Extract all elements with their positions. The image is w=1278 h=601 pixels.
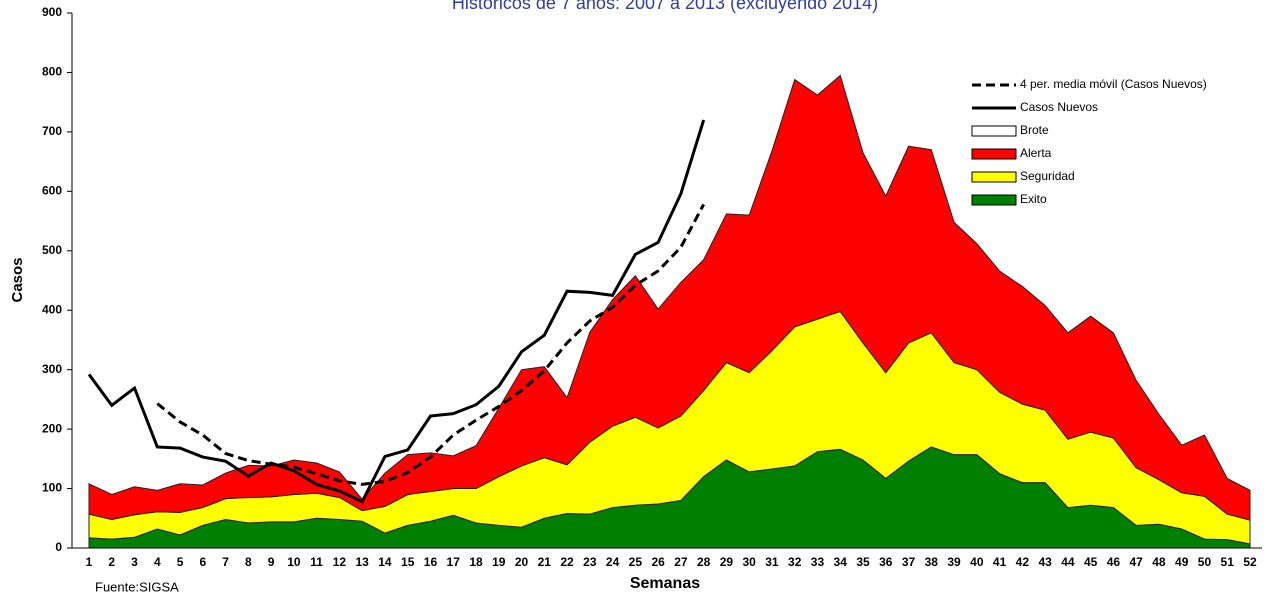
x-tick-label: 12 <box>333 555 347 569</box>
x-tick-label: 42 <box>1016 555 1030 569</box>
y-tick-label: 500 <box>42 243 62 257</box>
y-tick-label: 600 <box>42 184 62 198</box>
x-tick-label: 29 <box>720 555 734 569</box>
x-tick-label: 38 <box>925 555 939 569</box>
x-tick-label: 37 <box>902 555 916 569</box>
x-tick-label: 45 <box>1084 555 1098 569</box>
x-tick-label: 6 <box>199 555 206 569</box>
y-tick-label: 300 <box>42 362 62 376</box>
x-tick-label: 15 <box>401 555 415 569</box>
legend-swatch <box>971 148 1017 160</box>
x-tick-label: 4 <box>154 555 161 569</box>
x-tick-label: 21 <box>538 555 552 569</box>
legend-label: Exito <box>1020 192 1047 206</box>
x-tick-label: 19 <box>492 555 506 569</box>
x-tick-label: 36 <box>879 555 893 569</box>
x-tick-label: 11 <box>310 555 323 569</box>
legend-label: Alerta <box>1020 146 1052 160</box>
x-tick-label: 23 <box>583 555 597 569</box>
legend-label: Seguridad <box>1020 169 1075 183</box>
y-tick-label: 200 <box>42 421 62 435</box>
x-tick-label: 20 <box>515 555 529 569</box>
source-note: Fuente:SIGSA <box>95 579 179 594</box>
y-tick-label: 700 <box>42 124 62 138</box>
x-tick-label: 49 <box>1175 555 1189 569</box>
x-tick-label: 18 <box>469 555 483 569</box>
x-tick-label: 43 <box>1038 555 1052 569</box>
x-tick-label: 2 <box>108 555 115 569</box>
x-tick-label: 39 <box>947 555 961 569</box>
legend: 4 per. media móvil (Casos Nuevos) Casos N… <box>971 77 1207 206</box>
x-tick-label: 50 <box>1198 555 1212 569</box>
x-tick-label: 46 <box>1107 555 1121 569</box>
x-tick-label: 1 <box>86 555 93 569</box>
x-tick-label: 16 <box>424 555 438 569</box>
x-tick-label: 34 <box>834 555 848 569</box>
legend-swatch <box>971 194 1017 206</box>
x-tick-label: 41 <box>993 555 1007 569</box>
y-tick-label: 100 <box>42 481 62 495</box>
x-tick-label: 9 <box>268 555 275 569</box>
x-tick-label: 24 <box>606 555 620 569</box>
line <box>87 119 706 504</box>
y-tick-label: 800 <box>42 65 62 79</box>
legend-swatch <box>971 125 1017 137</box>
x-tick-label: 32 <box>788 555 802 569</box>
x-tick-label: 3 <box>131 555 138 569</box>
x-tick-label: 51 <box>1221 555 1235 569</box>
x-tick-label: 26 <box>651 555 665 569</box>
legend-label: 4 per. media móvil (Casos Nuevos) <box>1020 77 1207 91</box>
legend-swatch <box>971 171 1017 183</box>
x-tick-label: 33 <box>811 555 825 569</box>
x-tick-label: 28 <box>697 555 711 569</box>
plot-area <box>87 74 1251 549</box>
area <box>88 74 1251 521</box>
x-tick-label: 10 <box>287 555 301 569</box>
x-tick-label: 22 <box>560 555 574 569</box>
y-tick-label: 900 <box>42 5 62 19</box>
x-tick-label: 44 <box>1061 555 1075 569</box>
x-tick-label: 7 <box>222 555 229 569</box>
x-tick-label: 40 <box>970 555 984 569</box>
legend-label: Brote <box>1020 123 1049 137</box>
x-tick-label: 52 <box>1243 555 1257 569</box>
x-tick-label: 35 <box>856 555 870 569</box>
x-tick-label: 31 <box>765 555 779 569</box>
y-axis-label: Casos <box>9 257 26 302</box>
y-tick-label: 400 <box>42 302 62 316</box>
x-tick-label: 30 <box>742 555 756 569</box>
line <box>156 203 705 486</box>
x-tick-label: 14 <box>378 555 392 569</box>
x-tick-label: 47 <box>1129 555 1143 569</box>
y-tick-label: 0 <box>55 540 62 554</box>
chart-title: Históricos de 7 años: 2007 a 2013 (exclu… <box>452 0 878 13</box>
x-tick-label: 13 <box>355 555 369 569</box>
x-tick-label: 5 <box>177 555 184 569</box>
x-tick-label: 8 <box>245 555 252 569</box>
x-axis-label: Semanas <box>630 575 700 592</box>
legend-label: Casos Nuevos <box>1020 100 1098 114</box>
x-tick-label: 17 <box>447 555 461 569</box>
x-tick-label: 48 <box>1152 555 1166 569</box>
x-tick-label: 27 <box>674 555 688 569</box>
x-tick-label: 25 <box>629 555 643 569</box>
